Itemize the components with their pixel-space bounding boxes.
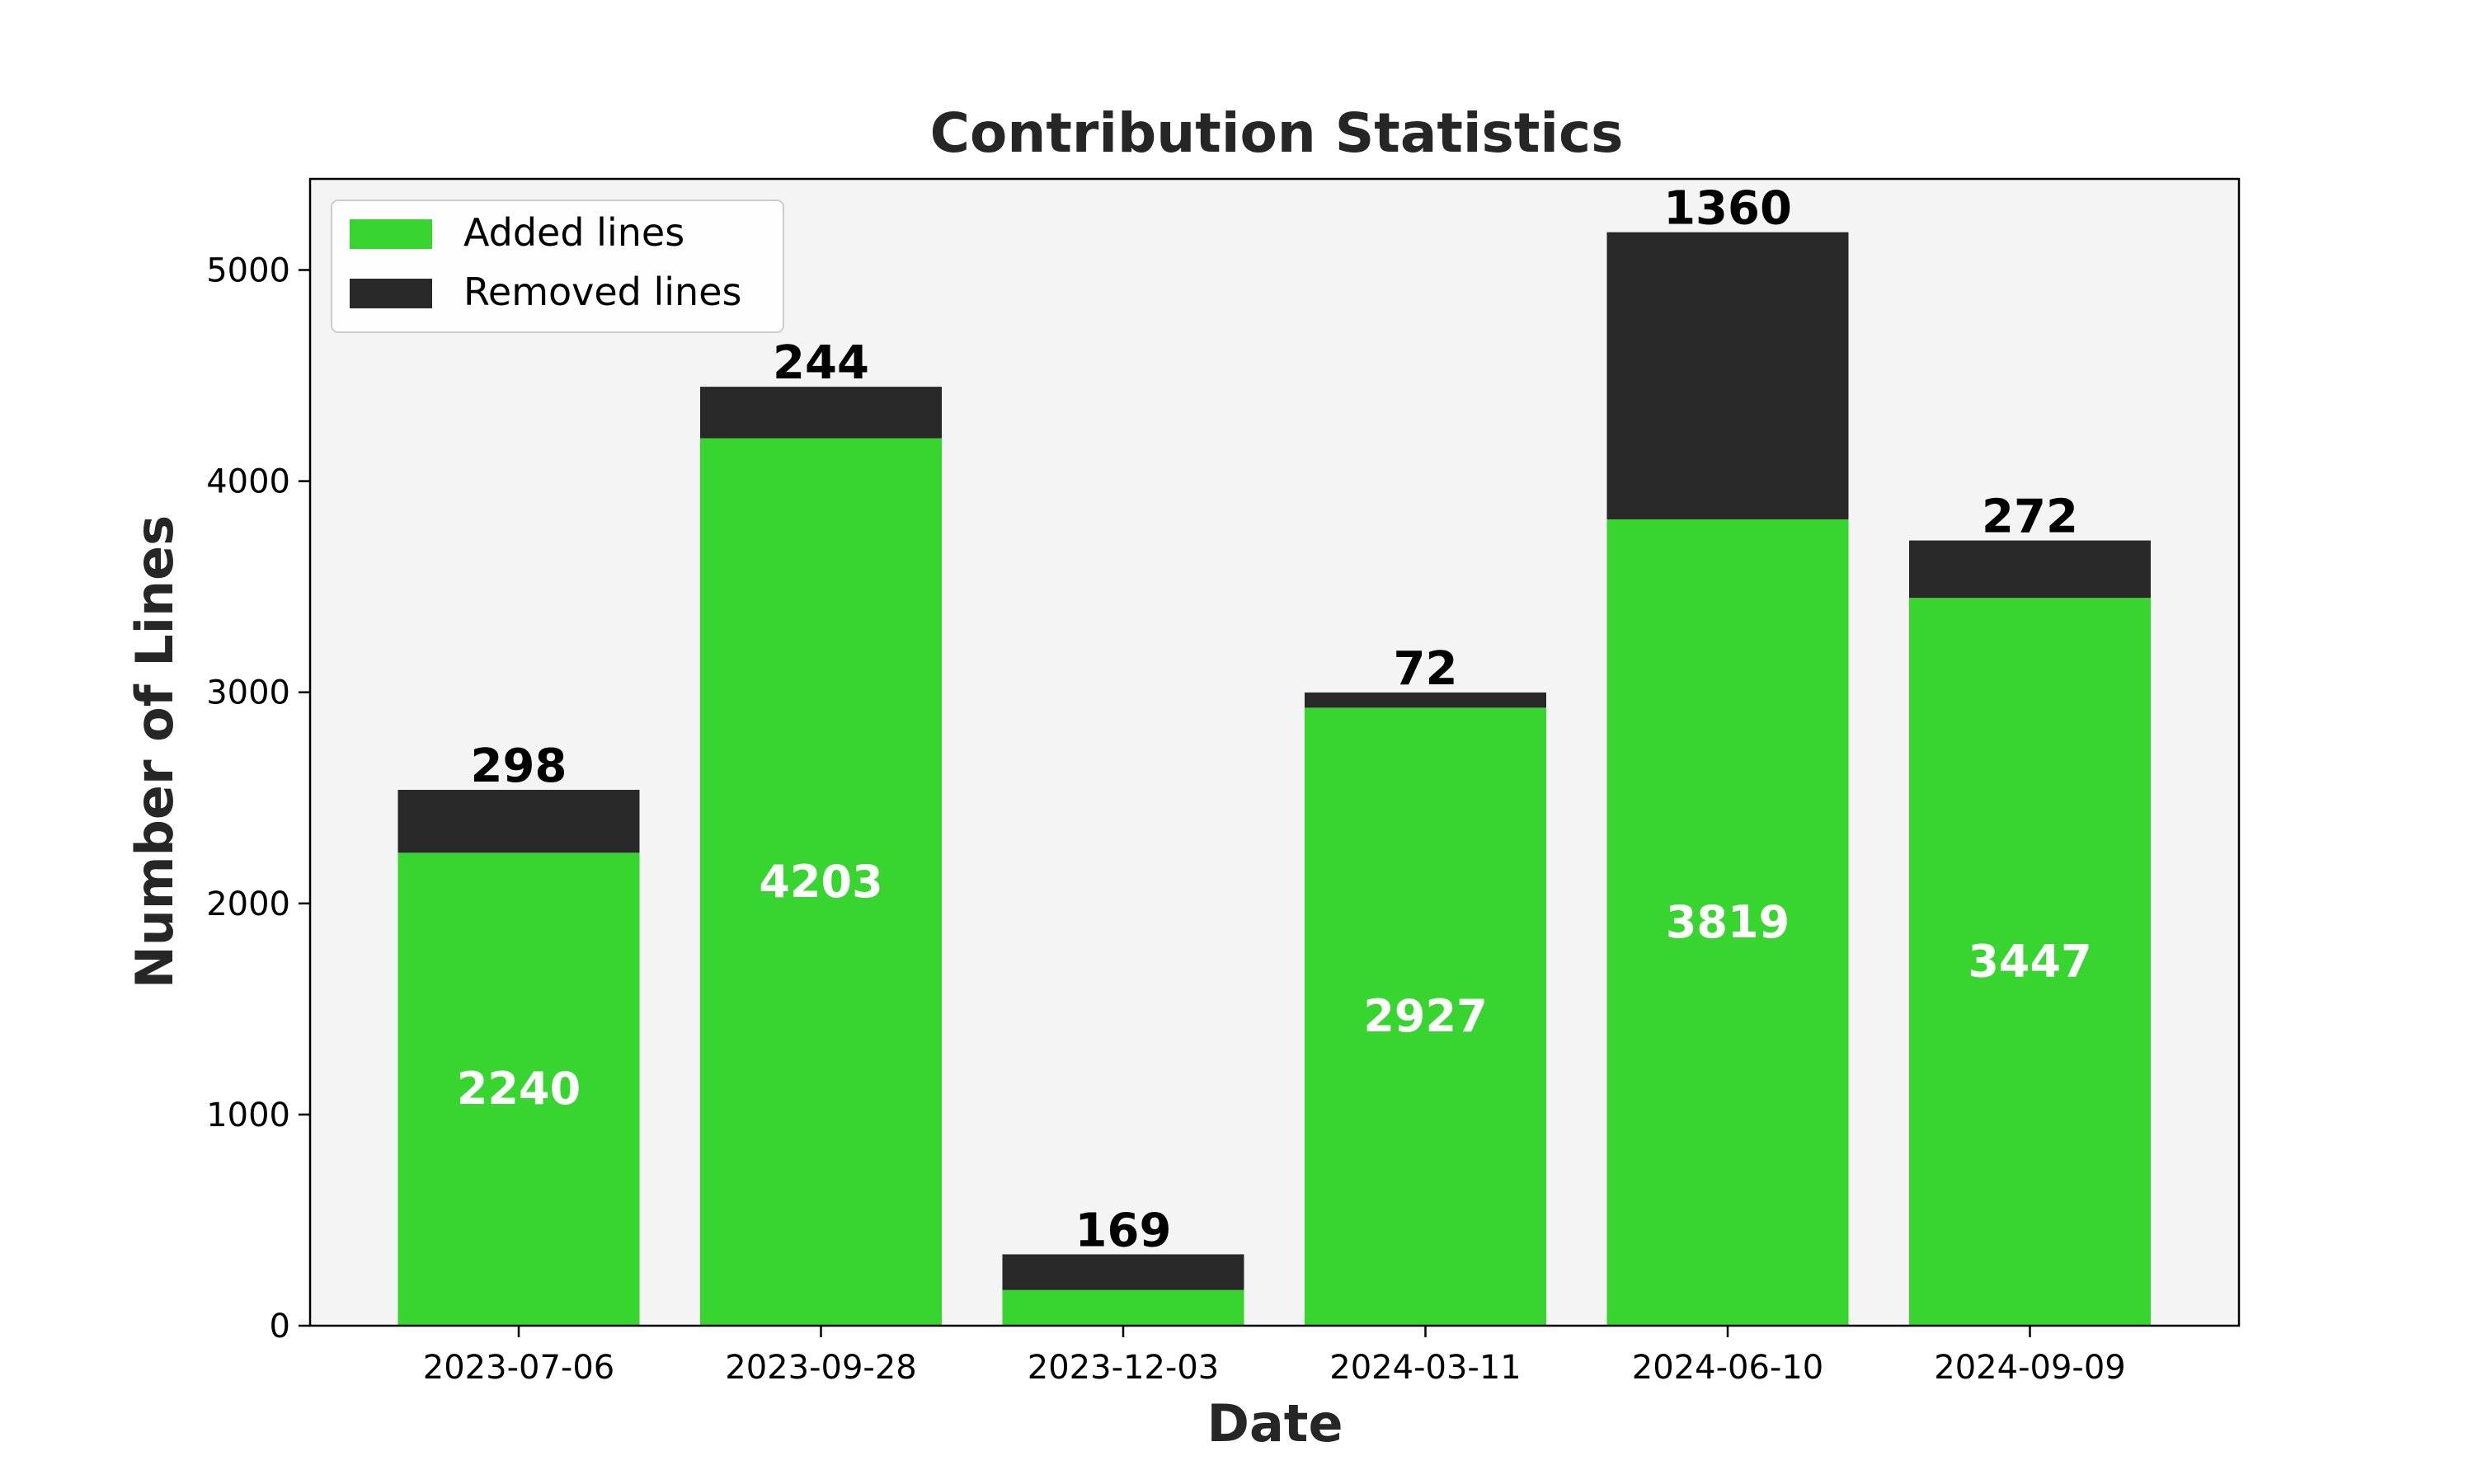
bar-value-removed-2: 169: [1075, 1204, 1172, 1257]
x-tick-label-1: 2023-09-28: [725, 1349, 916, 1387]
bar-added-5: [1909, 598, 2151, 1326]
legend: Added lines Removed lines: [331, 200, 784, 333]
x-axis-label: Date: [1207, 1393, 1343, 1453]
bar-added-0: [397, 852, 640, 1326]
y-tick-label-0: 0: [270, 1308, 290, 1345]
x-axis: 2023-07-06 2023-09-28 2023-12-03 2024-03-11…: [423, 1326, 2126, 1387]
bar-removed-1: [700, 387, 942, 439]
bar-added-1: [700, 438, 942, 1326]
bar-value-removed-1: 244: [773, 336, 869, 390]
bar-removed-3: [1305, 692, 1546, 708]
x-tick-label-2: 2023-12-03: [1028, 1349, 1219, 1387]
x-tick-label-0: 2023-07-06: [423, 1349, 614, 1387]
legend-label-added: Added lines: [463, 210, 684, 255]
bar-value-removed-3: 72: [1394, 642, 1458, 696]
y-axis: 0 1000 2000 3000 4000 5000: [206, 252, 310, 1345]
bar-labels-group: 2240 298 4203 244 169 2927 72 3819 1360 3447 272: [457, 182, 2092, 1258]
chart-title: Contribution Statistics: [930, 101, 1624, 165]
bars-group: [397, 232, 2151, 1326]
y-axis-label: Number of Lines: [125, 515, 185, 989]
bar-value-removed-0: 298: [471, 740, 567, 793]
legend-box: [331, 200, 784, 333]
x-tick-label-4: 2024-06-10: [1632, 1349, 1823, 1387]
bar-removed-4: [1606, 232, 1849, 519]
y-tick-label-5: 5000: [206, 252, 290, 290]
y-tick-label-4: 4000: [206, 463, 290, 501]
legend-swatch-added: [350, 219, 432, 249]
bar-value-added-5: 3447: [1968, 936, 2091, 988]
bar-value-added-4: 3819: [1666, 896, 1790, 948]
bar-removed-0: [397, 790, 640, 853]
y-tick-label-1: 1000: [206, 1097, 290, 1134]
bar-added-3: [1305, 707, 1546, 1326]
bar-removed-5: [1909, 540, 2151, 599]
legend-swatch-removed: [350, 279, 432, 308]
legend-label-removed: Removed lines: [463, 270, 741, 314]
y-tick-label-3: 3000: [206, 674, 290, 712]
x-tick-label-5: 2024-09-09: [1934, 1349, 2125, 1387]
bar-value-added-1: 4203: [759, 856, 882, 908]
bar-added-2: [1002, 1289, 1244, 1326]
bar-value-removed-5: 272: [1982, 491, 2078, 544]
bar-value-added-3: 2927: [1363, 990, 1487, 1042]
bar-value-added-0: 2240: [457, 1063, 581, 1115]
bar-removed-2: [1002, 1254, 1244, 1290]
plot-frame: [308, 177, 2241, 1327]
x-tick-label-3: 2024-03-11: [1329, 1349, 1521, 1387]
y-tick-label-2: 2000: [206, 885, 290, 923]
bar-value-removed-4: 1360: [1663, 182, 1792, 236]
bar-added-4: [1606, 519, 1849, 1326]
